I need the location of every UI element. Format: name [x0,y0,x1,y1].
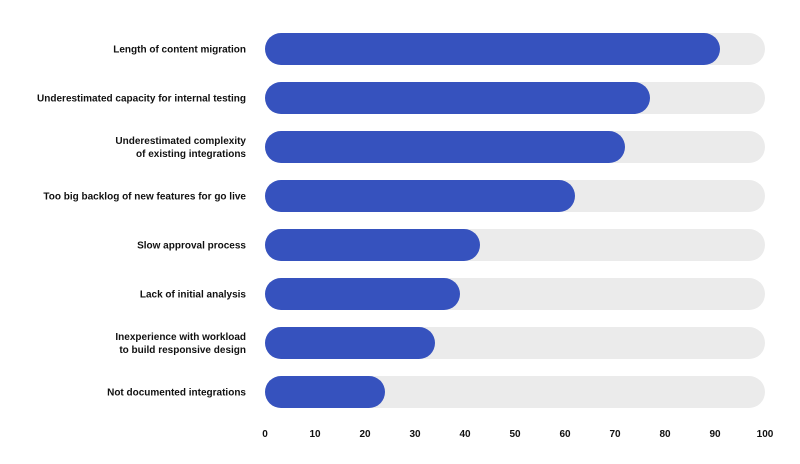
x-tick-label: 0 [262,429,268,440]
category-label-line: Length of content migration [113,45,246,56]
bar [265,82,650,114]
category-label-line: Underestimated capacity for internal tes… [37,94,246,105]
x-tick-label: 50 [509,429,521,440]
x-axis-ticks: 0 10 20 30 40 50 60 70 80 90 100 [262,429,774,440]
category-label: Lack of initial analysis [140,290,247,301]
category-label: Inexperience with workload to build respo… [115,332,246,356]
bar [265,327,435,359]
x-tick-label: 60 [559,429,571,440]
category-label: Slow approval process [137,241,246,252]
category-label-line: Inexperience with workload [115,332,246,343]
category-label: Length of content migration [113,45,246,56]
x-tick-label: 100 [757,429,774,440]
category-label-line: Slow approval process [137,241,246,252]
x-tick-label: 70 [609,429,621,440]
x-tick-label: 80 [659,429,671,440]
category-label-line: Underestimated complexity [115,136,246,147]
category-labels: Length of content migration Underestimate… [37,45,246,399]
category-label: Underestimated capacity for internal tes… [37,94,246,105]
bar-track [265,376,765,408]
x-tick-label: 30 [409,429,421,440]
x-tick-label: 90 [709,429,721,440]
bars [265,33,720,408]
category-label-line: Not documented integrations [107,388,246,399]
x-tick-label: 40 [459,429,471,440]
bar [265,229,480,261]
bar [265,180,575,212]
category-label-line: of existing integrations [136,149,246,160]
category-label-line: Lack of initial analysis [140,290,247,301]
bar [265,131,625,163]
category-label: Underestimated complexity of existing int… [115,136,246,160]
bar [265,278,460,310]
category-label: Not documented integrations [107,388,246,399]
bar [265,376,385,408]
category-label-line: to build responsive design [119,345,246,356]
x-tick-label: 10 [309,429,321,440]
bar [265,33,720,65]
category-label: Too big backlog of new features for go l… [43,192,246,203]
x-tick-label: 20 [359,429,371,440]
category-label-line: Too big backlog of new features for go l… [43,192,246,203]
